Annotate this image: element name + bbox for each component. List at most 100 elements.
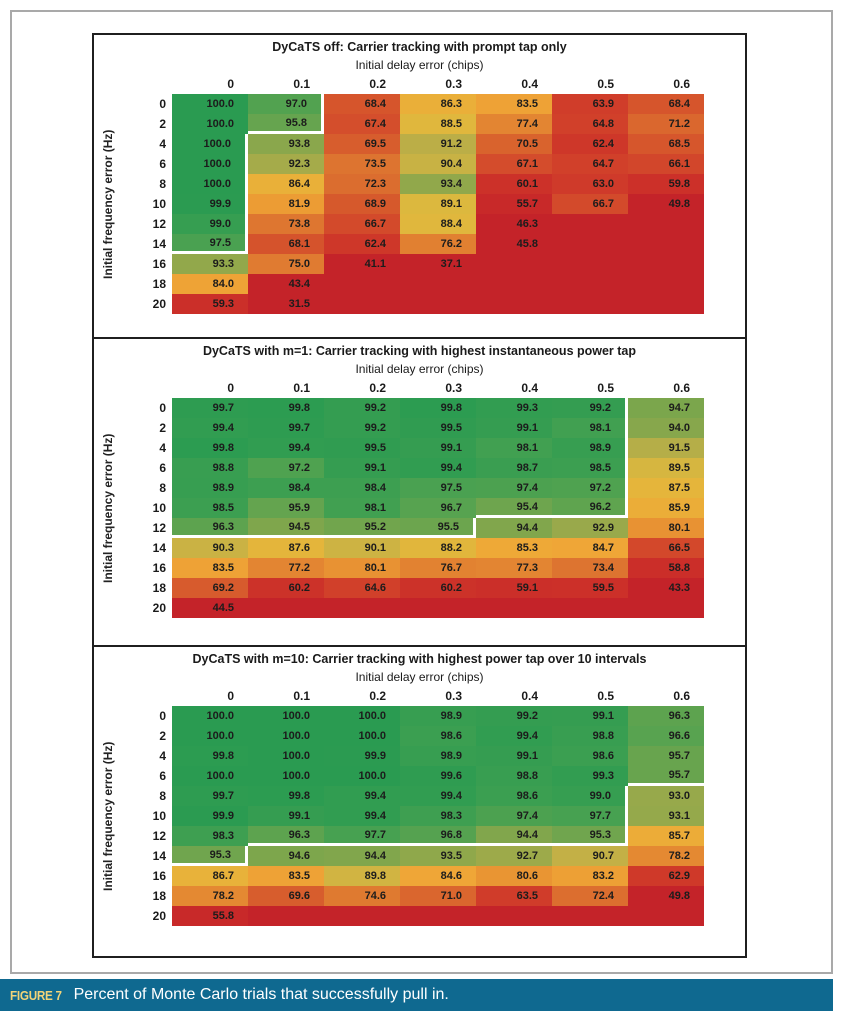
heatmap-cell: 94.5 — [248, 518, 324, 538]
heatmap-cell: 86.3 — [400, 94, 476, 114]
y-tick: 12 — [152, 217, 166, 231]
heatmap-cell: 99.2 — [324, 398, 400, 418]
heatmap-cell: 83.5 — [248, 866, 324, 886]
heatmap-cell — [552, 274, 628, 294]
heatmap-cell: 98.3 — [172, 826, 248, 846]
y-tick: 6 — [159, 461, 166, 475]
x-tick: 0.4 — [521, 381, 538, 395]
heatmap-cell: 71.0 — [400, 886, 476, 906]
heatmap-cell: 98.7 — [476, 458, 552, 478]
heatmap-cell: 100.0 — [324, 706, 400, 726]
panel-title: DyCaTS with m=10: Carrier tracking with … — [192, 652, 647, 666]
heatmap-cell: 89.1 — [400, 194, 476, 214]
heatmap-panel-dycats-m1: DyCaTS with m=1: Carrier tracking with h… — [94, 337, 745, 645]
heatmap-cell — [552, 906, 628, 926]
heatmap-cell: 88.4 — [400, 214, 476, 234]
heatmap-cell: 95.8 — [248, 114, 324, 134]
y-tick: 8 — [159, 789, 166, 803]
heatmap-cell: 68.5 — [628, 134, 704, 154]
heatmap-cell — [628, 234, 704, 254]
heatmap-cell: 98.6 — [476, 786, 552, 806]
heatmap-cell — [400, 294, 476, 314]
heatmap-cell: 99.1 — [476, 746, 552, 766]
y-tick: 6 — [159, 157, 166, 171]
y-tick: 14 — [152, 541, 166, 555]
heatmap-cell: 69.2 — [172, 578, 248, 598]
heatmap-cell: 66.5 — [628, 538, 704, 558]
heatmap-cell: 93.3 — [172, 254, 248, 274]
y-tick: 10 — [152, 501, 166, 515]
x-tick: 0.6 — [673, 689, 690, 703]
x-tick: 0.2 — [369, 77, 386, 91]
heatmap-cell: 46.3 — [476, 214, 552, 234]
y-tick: 14 — [152, 237, 166, 251]
heatmap-cell: 77.2 — [248, 558, 324, 578]
y-tick: 16 — [152, 561, 166, 575]
heatmap-cell: 58.8 — [628, 558, 704, 578]
heatmap-cell — [248, 906, 324, 926]
heatmap-cell: 49.8 — [628, 194, 704, 214]
heatmap-cell: 74.6 — [324, 886, 400, 906]
heatmap-cell: 99.8 — [172, 746, 248, 766]
heatmap-grid: 99.7 99.8 99.2 99.8 99.3 99.2 94.7 99.4 99.7 99.2… — [172, 398, 704, 618]
heatmap-panel-dycats-m10: DyCaTS with m=10: Carrier tracking with … — [94, 645, 745, 956]
heatmap-cell: 94.4 — [476, 826, 552, 846]
heatmap-cell: 86.4 — [248, 174, 324, 194]
heatmap-grid: 100.0 100.0 100.0 98.9 99.2 99.1 96.3 100.0 100.… — [172, 706, 704, 926]
heatmap-cell: 62.4 — [552, 134, 628, 154]
heatmap-cell: 100.0 — [172, 94, 248, 114]
heatmap-cell: 64.8 — [552, 114, 628, 134]
heatmap-cell: 99.8 — [172, 438, 248, 458]
y-tick: 16 — [152, 257, 166, 271]
figure-number-label: FIGURE 7 — [10, 987, 62, 1003]
y-tick: 18 — [152, 889, 166, 903]
heatmap-cell: 80.1 — [324, 558, 400, 578]
heatmap-cell: 84.7 — [552, 538, 628, 558]
heatmap-cell — [400, 598, 476, 618]
x-tick-labels: 0 0.1 0.2 0.3 0.4 0.5 0.6 — [172, 76, 704, 92]
heatmap-cell: 99.1 — [248, 806, 324, 826]
heatmap-cell: 64.7 — [552, 154, 628, 174]
heatmap-cell: 93.5 — [400, 846, 476, 866]
y-tick-labels: 0 2 4 6 8 10 12 14 16 18 20 — [94, 398, 166, 618]
heatmap-cell — [552, 598, 628, 618]
heatmap-cell: 87.5 — [628, 478, 704, 498]
heatmap-cell: 80.1 — [628, 518, 704, 538]
x-tick: 0.6 — [673, 381, 690, 395]
heatmap-cell: 81.9 — [248, 194, 324, 214]
heatmap-cell: 59.3 — [172, 294, 248, 314]
heatmap-cell: 45.8 — [476, 234, 552, 254]
heatmap-cell: 99.4 — [400, 458, 476, 478]
heatmap-cell: 43.3 — [628, 578, 704, 598]
heatmap-cell: 96.2 — [552, 498, 628, 518]
heatmap-cell — [400, 274, 476, 294]
heatmap-cell: 85.3 — [476, 538, 552, 558]
heatmap-cell — [400, 906, 476, 926]
heatmap-cell: 85.7 — [628, 826, 704, 846]
heatmap-cell: 73.8 — [248, 214, 324, 234]
heatmap-cell: 99.3 — [552, 766, 628, 786]
heatmap-cell: 94.4 — [324, 846, 400, 866]
heatmap-cell: 98.8 — [476, 766, 552, 786]
heatmap-cell: 88.2 — [400, 538, 476, 558]
heatmap-cell: 90.4 — [400, 154, 476, 174]
y-tick: 12 — [152, 829, 166, 843]
heatmap-cell: 96.7 — [400, 498, 476, 518]
heatmap-cell: 99.8 — [248, 786, 324, 806]
heatmap-cell: 97.2 — [552, 478, 628, 498]
heatmap-cell: 87.6 — [248, 538, 324, 558]
heatmap-cell — [476, 906, 552, 926]
x-tick: 0.5 — [597, 381, 614, 395]
heatmap-cell — [628, 274, 704, 294]
heatmap-cell: 99.9 — [172, 194, 248, 214]
heatmap-cell: 96.3 — [172, 518, 248, 538]
heatmap-cell: 98.4 — [248, 478, 324, 498]
heatmap-cell: 84.0 — [172, 274, 248, 294]
heatmap-cell: 100.0 — [172, 726, 248, 746]
heatmap-cell: 63.5 — [476, 886, 552, 906]
heatmap-cell: 95.3 — [552, 826, 628, 846]
heatmap-cell: 63.0 — [552, 174, 628, 194]
heatmap-cell: 100.0 — [248, 726, 324, 746]
heatmap-cell: 99.1 — [476, 418, 552, 438]
heatmap-cell: 60.2 — [400, 578, 476, 598]
